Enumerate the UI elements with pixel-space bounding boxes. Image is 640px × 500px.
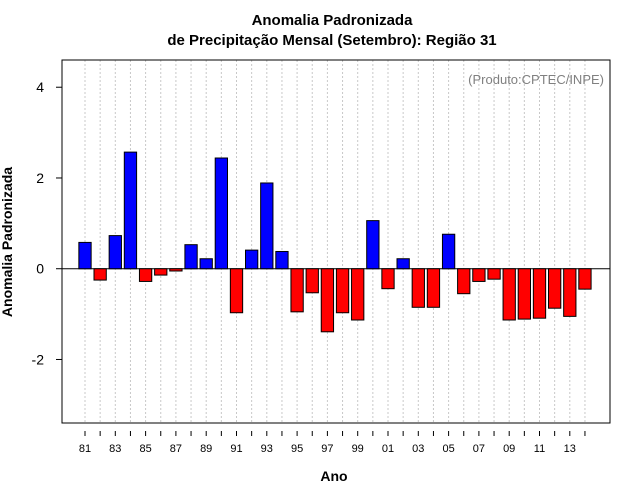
bar-86 [154,268,168,276]
xtick-label: 09 [503,443,515,455]
bar-90 [214,157,228,270]
bar-09 [502,268,516,321]
bar-10 [517,268,532,320]
bar-07 [472,268,486,282]
bar-89 [199,258,213,270]
bar-92 [245,249,259,270]
chart-title: Anomalia Padronizada [252,12,414,29]
chart-subtitle: de Precipitação Mensal (Setembro): Regiã… [167,32,496,49]
bar-13 [563,268,577,317]
bar-99 [351,268,365,321]
xtick-label: 89 [200,443,212,455]
bar-08 [487,268,501,280]
xtick-label: 11 [534,443,545,455]
xtick-label: 85 [139,443,151,455]
bar-11 [532,268,547,319]
bar-83 [108,235,122,270]
bar-14 [578,268,592,290]
bar-81 [78,241,92,270]
xtick-label: 05 [442,443,454,455]
xtick-label: 13 [564,443,576,455]
bar-98 [335,268,350,314]
bar-02 [396,258,410,270]
ytick-label: 2 [36,170,44,186]
bar-06 [457,268,471,295]
bar-82 [93,268,107,281]
xtick-label: 83 [109,443,121,455]
bar-03 [411,268,425,308]
xtick-label: 99 [352,443,364,455]
credit-annotation: (Produto:CPTEC/INPE) [468,72,604,87]
x-axis-label: Ano [320,468,347,484]
xtick-label: 01 [382,443,394,455]
bar-88 [184,244,198,270]
y-axis-label: Anomalia Padronizada [0,167,15,317]
xtick-label: 95 [291,443,303,455]
bar-93 [260,182,274,270]
xtick-label: 03 [412,443,424,455]
bar-05 [441,233,456,270]
xtick-label: 07 [473,443,485,455]
ytick-label: -2 [32,351,45,367]
ytick-label: 4 [36,79,44,95]
ytick-label: 0 [36,261,44,277]
bar-87 [169,268,183,272]
xtick-label: 97 [321,443,333,455]
xtick-label: 87 [170,443,182,455]
bar-96 [305,268,319,294]
bar-01 [381,268,395,290]
bar-97 [320,268,335,333]
bar-94 [275,250,289,270]
xtick-label: 91 [230,443,242,455]
bar-91 [229,268,244,314]
plot-frame [61,59,611,424]
bar-84 [123,151,138,270]
bars [78,151,592,333]
bar-12 [548,268,562,309]
bar-00 [366,220,380,270]
y-axis: -2 0 2 4 [32,79,62,367]
bar-04 [426,268,441,308]
x-axis: 81 83 85 87 89 91 93 95 97 99 01 03 05 07 09 11 13 [79,431,586,455]
gridlines [84,60,586,423]
xtick-label: 81 [79,443,91,455]
bar-95 [290,268,304,313]
xtick-label: 93 [261,443,273,455]
bar-85 [138,268,153,282]
